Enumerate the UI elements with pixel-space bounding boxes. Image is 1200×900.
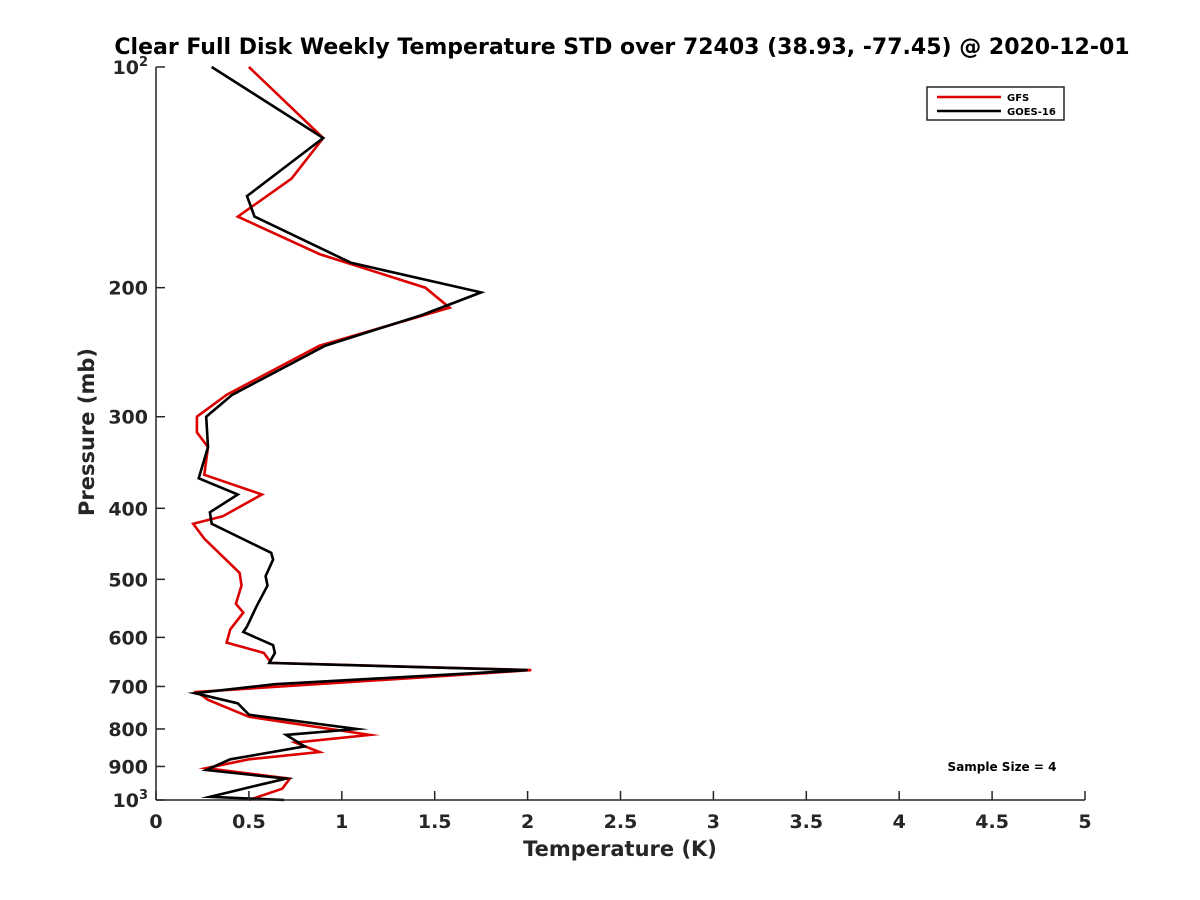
x-tick-label: 0.5	[232, 811, 266, 833]
y-tick-label: 200	[108, 278, 148, 300]
series-lines	[187, 65, 532, 802]
series-line-goes-16	[187, 65, 528, 802]
y-tick-label: 102	[113, 55, 149, 79]
legend: GFS GOES-16	[926, 86, 1065, 121]
x-tick-label: 3	[707, 811, 720, 833]
sample-size-annotation: Sample Size = 4	[948, 760, 1057, 774]
y-tick-label: 500	[108, 569, 148, 591]
legend-label-goes-16: GOES-16	[1007, 107, 1056, 118]
x-tick-label: 0	[149, 811, 162, 833]
y-tick-label: 300	[108, 407, 148, 429]
y-axis-title: Pressure (mb)	[75, 348, 99, 516]
x-tick-label: 3.5	[789, 811, 823, 833]
y-tick-label: 600	[108, 627, 148, 649]
chart-title: Clear Full Disk Weekly Temperature STD o…	[114, 35, 1129, 60]
x-tick-label: 4.5	[975, 811, 1009, 833]
x-tick-label: 2	[521, 811, 534, 833]
y-tick-label: 700	[108, 676, 148, 698]
x-tick-label: 2.5	[604, 811, 638, 833]
x-tick-label: 5	[1078, 811, 1091, 833]
legend-label-gfs: GFS	[1007, 93, 1029, 104]
x-tick-label: 1.5	[418, 811, 452, 833]
x-axis-title: Temperature (K)	[523, 837, 717, 861]
y-tick-label: 800	[108, 719, 148, 741]
x-tick-label: 1	[335, 811, 348, 833]
legend-box	[926, 86, 1065, 121]
axis-labels: 0 0.5 1 1.5 2 2.5 3 3.5 4 4.5 5 102 200 300 400 500 600 7…	[108, 55, 1091, 833]
y-tick-label: 400	[108, 498, 148, 520]
x-tick-label: 4	[893, 811, 906, 833]
y-tick-label: 900	[108, 756, 148, 778]
axes	[155, 66, 1086, 801]
y-tick-label: 103	[113, 788, 149, 812]
